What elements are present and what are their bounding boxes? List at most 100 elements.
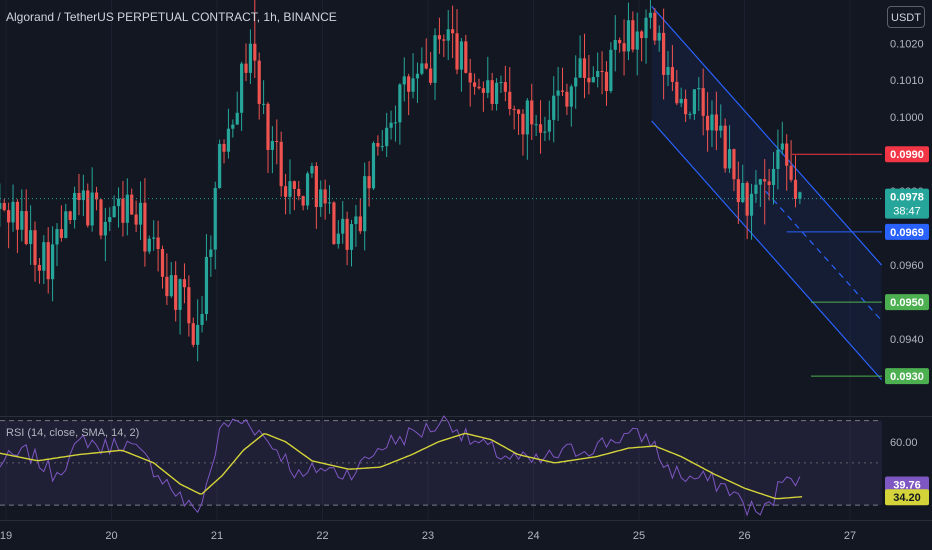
candle-down xyxy=(640,31,644,39)
price-tick-label: 0.0940 xyxy=(890,334,924,346)
candle-down xyxy=(653,12,657,41)
candle-down xyxy=(508,91,512,110)
candle-up xyxy=(749,193,754,216)
candle-up xyxy=(270,140,274,150)
candle-down xyxy=(587,77,591,83)
chart-title: Algorand / TetherUS PERPETUAL CONTRACT, … xyxy=(6,10,337,24)
candle-down xyxy=(723,125,727,169)
candle-up xyxy=(688,114,692,116)
level-label-bg-stop xyxy=(885,146,929,163)
candle-up xyxy=(341,218,345,234)
candle-down xyxy=(714,114,718,131)
level-label-bg-target-1 xyxy=(885,294,929,311)
candle-down xyxy=(187,287,191,324)
candle-up xyxy=(138,202,143,225)
candle-up xyxy=(727,149,732,169)
candle-up xyxy=(385,127,389,147)
time-tick-label: 19 xyxy=(0,530,12,542)
price-levels: 0.0990 0.0969 0.0950 0.0930 xyxy=(0,146,929,385)
candle-up xyxy=(371,143,376,189)
candle-down xyxy=(429,68,433,83)
candle-down xyxy=(732,149,736,180)
candle-up xyxy=(657,32,661,41)
rsi-value-label-bg xyxy=(885,476,929,493)
candle-down xyxy=(745,182,749,216)
time-tick-label: 25 xyxy=(633,530,645,542)
level-label-target-1: 0.0950 xyxy=(890,297,924,309)
candle-down xyxy=(560,90,565,92)
candle-down xyxy=(130,194,134,215)
candle-up xyxy=(152,237,156,239)
candle-up xyxy=(420,63,424,74)
candle-down xyxy=(37,264,42,271)
candle-up xyxy=(648,12,653,18)
candle-up xyxy=(543,131,547,133)
candle-down xyxy=(736,179,740,203)
candle-up xyxy=(591,77,595,83)
candle-down xyxy=(662,32,666,75)
candle-down xyxy=(345,218,349,250)
current-price-label: 0.0978 xyxy=(890,192,924,204)
rsi-band-fill xyxy=(0,420,882,506)
candle-up xyxy=(20,211,24,230)
candle-up xyxy=(204,256,209,315)
candle-down xyxy=(332,202,336,244)
candle-up xyxy=(200,314,204,325)
candle-down xyxy=(582,58,587,78)
candle-down xyxy=(244,63,248,73)
candle-down xyxy=(134,214,138,225)
candle-up xyxy=(147,238,151,252)
candle-up xyxy=(108,217,112,222)
time-tick-label: 20 xyxy=(105,530,117,542)
candle-down xyxy=(121,198,125,223)
candle-up xyxy=(411,78,415,92)
candle-up xyxy=(398,84,402,123)
candle-up xyxy=(613,40,617,50)
candle-down xyxy=(86,190,90,226)
candle-down xyxy=(455,33,459,70)
candle-up xyxy=(363,176,367,232)
candle-up xyxy=(327,202,332,204)
rsi-indicator-label[interactable]: RSI (14, close, SMA, 14, 2) xyxy=(6,427,140,439)
candle-up xyxy=(547,119,551,132)
candle-down xyxy=(59,229,63,238)
candle-down xyxy=(182,279,187,288)
candle-down xyxy=(442,39,446,41)
candle-up xyxy=(758,179,762,185)
candle-up xyxy=(305,173,310,206)
candle-up xyxy=(494,82,499,104)
candle-down xyxy=(705,115,710,131)
price-tick-label: 0.0960 xyxy=(890,260,924,272)
candle-up xyxy=(0,203,2,209)
candle-up xyxy=(776,149,780,169)
candle-down xyxy=(77,192,81,201)
currency-button[interactable]: USDT xyxy=(887,6,925,28)
candle-up xyxy=(389,122,393,128)
candle-down xyxy=(490,80,494,104)
level-label-entry: 0.0969 xyxy=(890,227,924,239)
candle-up xyxy=(525,100,529,135)
candlesticks xyxy=(0,0,802,362)
candle-up xyxy=(596,71,600,78)
channel-middle-line[interactable] xyxy=(765,190,883,321)
candle-down xyxy=(156,237,160,249)
candle-up xyxy=(116,198,121,207)
channel-upper-line[interactable] xyxy=(651,5,883,266)
time-tick-label: 21 xyxy=(211,530,223,542)
candle-down xyxy=(301,196,305,206)
candle-down xyxy=(437,35,442,40)
candle-up xyxy=(499,82,503,84)
candle-up xyxy=(336,233,340,244)
rsi-ma-line xyxy=(0,432,803,500)
price-tick-label: 0.1000 xyxy=(890,112,924,124)
candle-up xyxy=(81,190,85,201)
candle-up xyxy=(534,124,538,126)
candle-down xyxy=(376,143,380,147)
candle-up xyxy=(29,230,33,245)
grid xyxy=(0,0,932,521)
candle-down xyxy=(464,41,468,73)
candle-up xyxy=(798,192,802,199)
channel-lower-line[interactable] xyxy=(651,120,883,381)
level-label-bg-entry xyxy=(885,223,929,240)
